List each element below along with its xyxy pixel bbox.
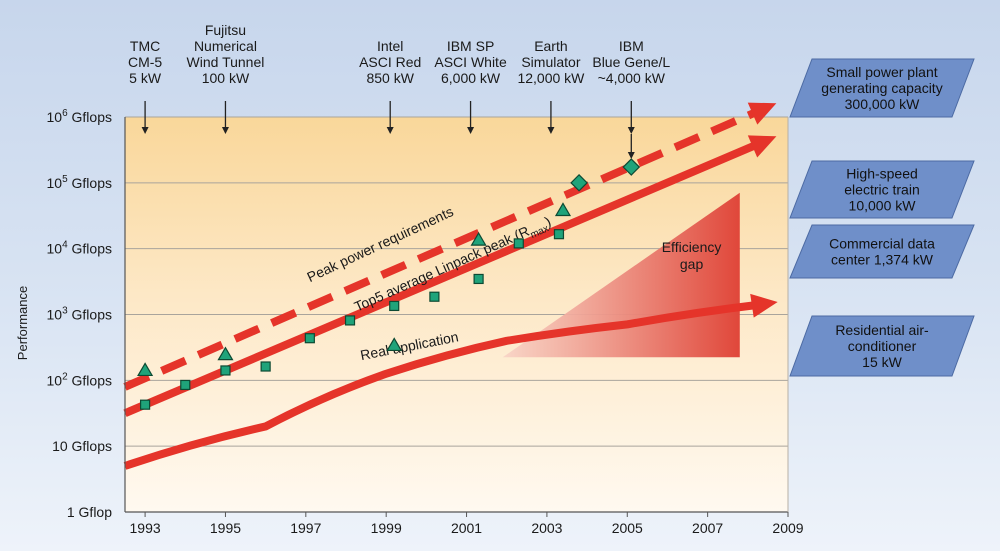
machine-label: Fujitsu Numerical Wind Tunnel 100 kW	[187, 22, 265, 86]
machine-pointer-head	[221, 127, 229, 134]
square-marker	[220, 365, 231, 376]
y-tick-label: 103 Gflops	[47, 306, 113, 323]
power-reference-label: Residential air-conditioner 15 kW	[835, 322, 929, 370]
machine-pointer-head	[386, 127, 394, 134]
machine-label: Intel ASCI Red 850 kW	[359, 38, 421, 86]
y-tick-label: 1 Gflop	[67, 504, 112, 520]
series-line	[123, 106, 762, 391]
x-tick-label: 1995	[210, 520, 241, 536]
machine-label: IBM Blue Gene/L ~4,000 kW	[592, 38, 670, 86]
axes: 1 Gflop 10 Gflops 102 Gflops 103 Gflops 104 …	[47, 108, 804, 536]
triangle-marker	[470, 231, 487, 246]
data-markers	[137, 158, 641, 410]
machine-pointer-head	[627, 152, 635, 160]
machine-label: TMC CM-5 5 kW	[128, 38, 162, 86]
square-marker	[304, 333, 315, 344]
square-marker	[429, 291, 440, 302]
x-tick-label: 1999	[371, 520, 402, 536]
y-axis-label: Performance	[15, 286, 30, 360]
triangle-marker	[137, 362, 154, 377]
machine-pointer-head	[547, 127, 555, 134]
square-marker	[513, 238, 524, 249]
y-tick-label: 104 Gflops	[47, 240, 113, 257]
diamond-marker	[570, 173, 588, 192]
x-tick-label: 2003	[531, 520, 562, 536]
series-arrowhead	[747, 102, 777, 125]
power-reference-box	[789, 160, 975, 219]
power-reference-boxes: Small power plant generating capacity 300,…	[789, 58, 975, 377]
machine-pointer-head	[467, 127, 475, 134]
square-marker	[260, 361, 271, 372]
square-marker	[180, 379, 191, 391]
x-tick-label: 1993	[130, 520, 161, 536]
square-marker	[344, 315, 356, 326]
machine-label: IBM SP ASCI White 6,000 kW	[434, 38, 507, 86]
series-arrowhead	[747, 135, 777, 158]
diamond-marker	[622, 158, 641, 176]
x-tick-label: 2001	[451, 520, 482, 536]
series-arrowhead	[750, 293, 778, 318]
series-line	[123, 300, 761, 470]
triangle-marker	[554, 202, 572, 217]
square-marker	[389, 300, 400, 312]
x-tick-label: 2005	[612, 520, 643, 536]
machine-label: Earth Simulator 12,000 kW	[517, 38, 585, 86]
series-line	[123, 139, 762, 417]
x-tick-label: 2009	[772, 520, 803, 536]
y-tick-label: 105 Gflops	[47, 174, 113, 191]
power-reference-label: Commercial data center 1,374 kW	[829, 236, 935, 268]
power-reference-box	[789, 58, 975, 118]
power-reference-box	[789, 224, 975, 279]
triangle-marker	[386, 337, 403, 352]
y-tick-label: 106 Gflops	[47, 108, 113, 125]
machine-annotations: TMC CM-5 5 kW Fujitsu Numerical Wind Tunnel 10…	[128, 22, 670, 160]
triangle-marker	[217, 346, 234, 361]
square-marker	[139, 399, 151, 410]
power-reference-box	[789, 315, 975, 377]
efficiency-gap-label: Efficiency gap	[662, 239, 722, 272]
y-tick-label: 10 Gflops	[52, 438, 112, 454]
square-marker	[473, 273, 484, 285]
x-tick-label: 2007	[692, 520, 723, 536]
square-marker	[553, 229, 565, 240]
machine-pointer-head	[627, 127, 635, 134]
y-tick-label: 102 Gflops	[47, 371, 113, 388]
x-tick-label: 1997	[290, 520, 321, 536]
power-reference-label: Small power plant generating capacity 300,…	[821, 64, 942, 112]
machine-pointer-head	[141, 127, 149, 134]
power-reference-label: High-speed electric train 10,000 kW	[844, 166, 919, 214]
